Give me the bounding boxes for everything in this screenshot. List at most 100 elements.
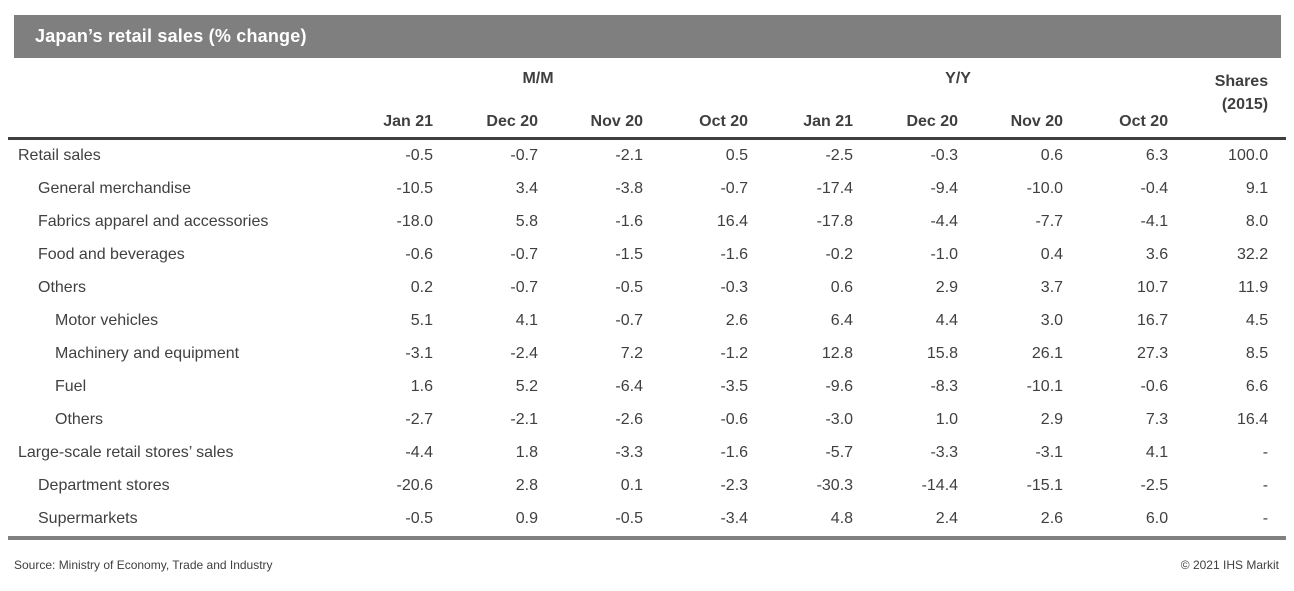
value-cell: 7.3 <box>1145 411 1169 428</box>
row-label: Fabrics apparel and accessories <box>38 213 269 230</box>
value-cell: -3.1 <box>405 345 433 362</box>
month-header: Oct 20 <box>699 112 749 130</box>
month-header: Jan 21 <box>803 112 854 130</box>
empty-label-cell <box>8 102 328 138</box>
value-cell: 3.7 <box>1040 279 1064 296</box>
month-header: Oct 20 <box>1119 112 1169 130</box>
value-cell: 2.9 <box>935 279 959 296</box>
row-label: Retail sales <box>18 147 101 164</box>
group-header-yy: Y/Y <box>945 70 971 87</box>
retail-sales-table-wrapper: M/M Y/Y Shares (2015) Jan 21 Dec 20 Nov … <box>8 58 1287 540</box>
group-header-mm: M/M <box>522 70 554 87</box>
value-cell: 1.0 <box>935 411 959 428</box>
value-cell: -0.2 <box>825 246 854 263</box>
value-cell: -10.0 <box>1026 180 1064 197</box>
table-row: Others 0.2 -0.7 -0.5 -0.3 0.6 2.9 3.7 10.7 11.9 <box>8 272 1286 305</box>
value-cell: -18.0 <box>396 213 433 230</box>
table-row: Fuel 1.6 5.2 -6.4 -3.5 -9.6 -8.3 -10.1 -0.6 6.6 <box>8 371 1286 404</box>
value-cell: 12.8 <box>821 345 854 362</box>
row-label: Others <box>38 279 87 296</box>
value-cell: 4.4 <box>935 312 959 329</box>
value-cell: 16.7 <box>1136 312 1169 329</box>
group-header-row: M/M Y/Y Shares (2015) <box>8 58 1286 113</box>
value-cell: 27.3 <box>1136 345 1169 362</box>
group-header-shares: Shares (2015) <box>1168 58 1286 138</box>
value-cell: -2.1 <box>615 147 643 164</box>
row-label: Large-scale retail stores’ sales <box>18 444 234 461</box>
value-cell: -0.7 <box>615 312 643 329</box>
value-cell: -0.7 <box>510 147 538 164</box>
value-cell: 4.8 <box>830 510 854 527</box>
value-cell: 2.6 <box>725 312 749 329</box>
value-cell: -0.3 <box>930 147 959 164</box>
value-cell: 0.6 <box>830 279 854 296</box>
copyright-note: © 2021 IHS Markit <box>1180 558 1279 572</box>
value-cell: 1.6 <box>410 378 433 395</box>
retail-sales-table: M/M Y/Y Shares (2015) Jan 21 Dec 20 Nov … <box>8 58 1287 540</box>
value-cell: -4.1 <box>1140 213 1169 230</box>
value-cell: -2.3 <box>720 477 749 494</box>
value-cell: -1.6 <box>720 444 749 461</box>
value-cell: 5.8 <box>515 213 538 230</box>
month-header: Jan 21 <box>383 112 433 130</box>
value-cell: -3.3 <box>615 444 643 461</box>
value-cell: 2.6 <box>1040 510 1064 527</box>
value-cell: -0.5 <box>405 510 433 527</box>
value-cell: -3.5 <box>720 378 749 395</box>
value-cell: -9.6 <box>825 378 854 395</box>
table-row: Retail sales -0.5 -0.7 -2.1 0.5 -2.5 -0.3 0.6 6.… <box>8 138 1286 173</box>
table-row: General merchandise -10.5 3.4 -3.8 -0.7 -17.4… <box>8 173 1286 206</box>
value-cell: 0.2 <box>410 279 433 296</box>
value-cell: -2.5 <box>825 147 854 164</box>
value-cell: -20.6 <box>396 477 433 494</box>
shares-value-cell: - <box>1262 477 1269 494</box>
table-title-bar: Japan’s retail sales (% change) <box>14 15 1281 58</box>
value-cell: -3.1 <box>1035 444 1064 461</box>
value-cell: -0.4 <box>1140 180 1169 197</box>
value-cell: 10.7 <box>1136 279 1169 296</box>
month-header: Nov 20 <box>590 112 643 130</box>
value-cell: -0.5 <box>615 510 643 527</box>
value-cell: -0.6 <box>720 411 749 428</box>
value-cell: 5.2 <box>515 378 538 395</box>
value-cell: -10.5 <box>396 180 433 197</box>
value-cell: -3.8 <box>615 180 643 197</box>
row-label: General merchandise <box>38 180 191 197</box>
table-row: Motor vehicles 5.1 4.1 -0.7 2.6 6.4 4.4 3.0 16.7… <box>8 305 1286 338</box>
value-cell: 16.4 <box>716 213 749 230</box>
value-cell: -7.7 <box>1035 213 1064 230</box>
value-cell: 0.4 <box>1040 246 1064 263</box>
month-header: Dec 20 <box>906 112 959 130</box>
value-cell: -14.4 <box>921 477 959 494</box>
value-cell: 3.6 <box>1145 246 1169 263</box>
shares-value-cell: 8.5 <box>1245 345 1269 362</box>
value-cell: -8.3 <box>930 378 959 395</box>
value-cell: -2.1 <box>510 411 538 428</box>
value-cell: 4.1 <box>1145 444 1169 461</box>
value-cell: -0.7 <box>510 246 538 263</box>
row-label: Fuel <box>55 378 87 395</box>
shares-value-cell: 4.5 <box>1245 312 1269 329</box>
shares-value-cell: 8.0 <box>1245 213 1269 230</box>
table-row: Supermarkets -0.5 0.9 -0.5 -3.4 4.8 2.4 2.6 6.0 - <box>8 503 1286 538</box>
row-label: Food and beverages <box>38 246 185 263</box>
page-title: Japan’s retail sales (% change) <box>35 26 307 46</box>
value-cell: -0.5 <box>615 279 643 296</box>
value-cell: -1.0 <box>930 246 959 263</box>
row-label: Department stores <box>38 477 170 494</box>
shares-value-cell: 6.6 <box>1245 378 1269 395</box>
value-cell: -2.4 <box>510 345 538 362</box>
value-cell: -1.5 <box>615 246 643 263</box>
row-label: Supermarkets <box>38 510 138 527</box>
value-cell: -30.3 <box>816 477 854 494</box>
value-cell: -5.7 <box>825 444 854 461</box>
value-cell: -2.5 <box>1140 477 1169 494</box>
value-cell: 2.4 <box>935 510 959 527</box>
table-row: Food and beverages -0.6 -0.7 -1.5 -1.6 -0.2 -1… <box>8 239 1286 272</box>
value-cell: 0.1 <box>620 477 643 494</box>
value-cell: -0.7 <box>510 279 538 296</box>
value-cell: 5.1 <box>410 312 433 329</box>
month-header-row: Jan 21 Dec 20 Nov 20 Oct 20 Jan 21 Dec 2… <box>8 102 1286 138</box>
value-cell: 7.2 <box>620 345 643 362</box>
value-cell: 26.1 <box>1031 345 1064 362</box>
